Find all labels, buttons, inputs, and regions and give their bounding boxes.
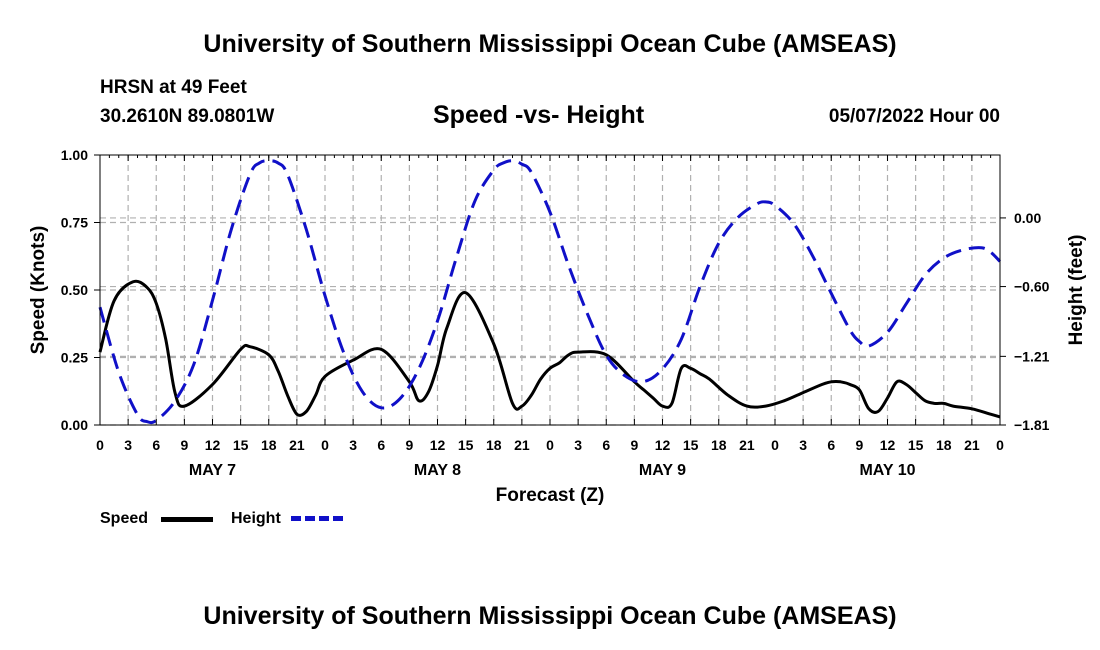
tick-marks [94, 154, 1006, 426]
x-tick-label: 12 [880, 437, 896, 453]
day-label: MAY 8 [414, 462, 461, 479]
legend-speed-label: Speed [100, 510, 149, 527]
station-label: HRSN at 49 Feet [100, 77, 247, 98]
x-tick-label: 12 [655, 437, 671, 453]
x-tick-label: 21 [739, 437, 755, 453]
speed-series [98, 279, 1001, 419]
footer-title: University of Southern Mississippi Ocean… [203, 602, 897, 630]
height-line [98, 159, 1002, 425]
y-tick-label: 1.00 [61, 147, 88, 163]
y2-tick-label: −1.81 [1014, 417, 1050, 433]
y2-tick-label: 0.00 [1014, 210, 1041, 226]
x-tick-label: 21 [289, 437, 305, 453]
x-tick-label: 6 [377, 437, 385, 453]
x-tick-label: 3 [349, 437, 357, 453]
x-tick-label: 15 [908, 437, 924, 453]
x-tick-label: 12 [430, 437, 446, 453]
y-tick-label: 0.00 [61, 417, 88, 433]
y2-tick-label: −1.21 [1014, 348, 1050, 364]
y-tick-label: 0.25 [61, 350, 88, 366]
x-tick-label: 3 [574, 437, 582, 453]
axis-labels: 0 3 6 9 12 15 18 21 0 3 6 9 12 15 18 21 0 3 6 9 12 15 18 21 0 3 6 9… [28, 147, 1087, 506]
x-tick-label: 12 [205, 437, 221, 453]
legend-height-swatch [291, 516, 343, 521]
x-tick-label: 3 [799, 437, 807, 453]
x-tick-label: 15 [458, 437, 474, 453]
x-tick-label: 0 [321, 437, 329, 453]
grid-lines [100, 155, 1000, 426]
y-axis-title: Speed (Knots) [28, 226, 49, 355]
day-label: MAY 7 [189, 462, 236, 479]
legend-speed-swatch [161, 517, 213, 522]
y-tick-label: 0.75 [61, 215, 88, 231]
x-tick-label: 0 [771, 437, 779, 453]
x-tick-label: 9 [630, 437, 638, 453]
chart-subtitle: Speed -vs- Height [433, 101, 645, 129]
x-tick-label: 9 [855, 437, 863, 453]
x-tick-label: 3 [124, 437, 132, 453]
x-tick-label: 18 [261, 437, 277, 453]
x-tick-label: 0 [546, 437, 554, 453]
legend-height-label: Height [231, 510, 281, 527]
x-tick-label: 18 [711, 437, 727, 453]
x-axis-title: Forecast (Z) [496, 485, 605, 506]
x-tick-label: 0 [996, 437, 1004, 453]
x-tick-label: 15 [683, 437, 699, 453]
forecast-datetime: 05/07/2022 Hour 00 [828, 106, 1000, 127]
coordinates-label: 30.2610N 89.0801W [100, 106, 275, 127]
x-tick-label: 9 [405, 437, 413, 453]
x-tick-label: 0 [96, 437, 104, 453]
x-tick-label: 18 [486, 437, 502, 453]
x-tick-label: 6 [602, 437, 610, 453]
x-tick-label: 6 [827, 437, 835, 453]
page-title: University of Southern Mississippi Ocean… [203, 30, 897, 58]
x-tick-label: 21 [514, 437, 530, 453]
y-tick-label: 0.50 [61, 282, 88, 298]
x-tick-label: 6 [152, 437, 160, 453]
x-tick-label: 18 [936, 437, 952, 453]
y2-tick-label: −0.60 [1014, 279, 1050, 295]
speed-line [98, 279, 1001, 419]
x-tick-label: 21 [964, 437, 980, 453]
x-tick-label: 15 [233, 437, 249, 453]
height-series [98, 159, 1002, 425]
day-label: MAY 9 [639, 462, 686, 479]
day-label: MAY 10 [859, 462, 915, 479]
y2-axis-title: Height (feet) [1066, 235, 1087, 346]
x-tick-label: 9 [180, 437, 188, 453]
